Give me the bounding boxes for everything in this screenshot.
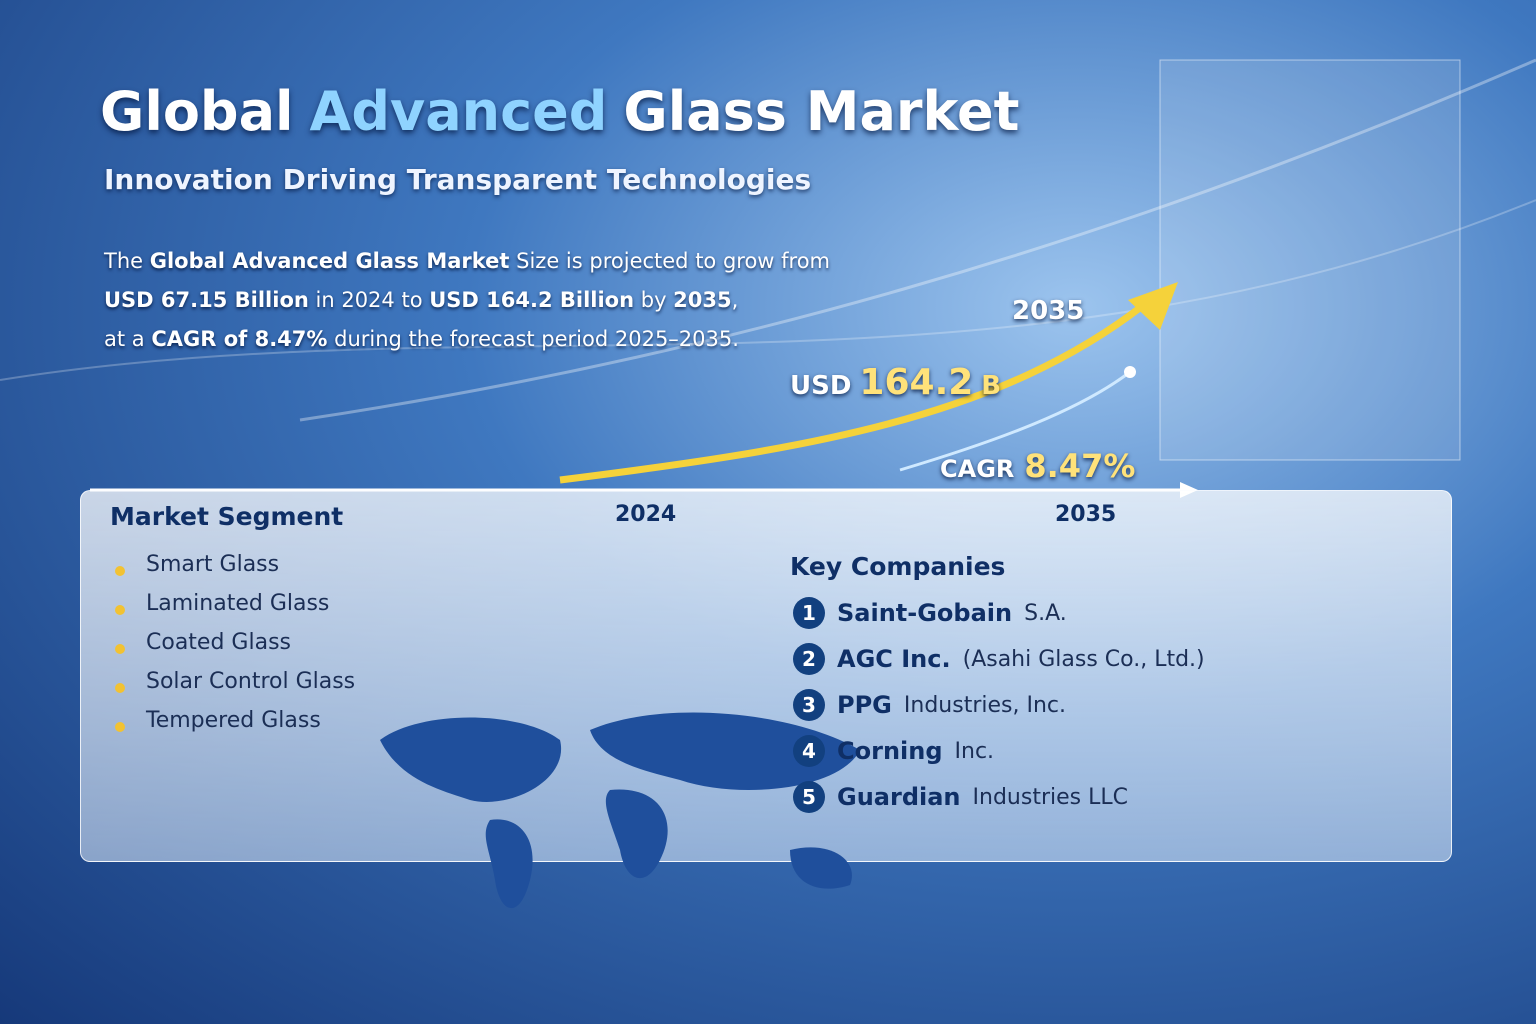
- summary-text: CAGR of 8.47%: [151, 327, 328, 351]
- bullet: [115, 683, 125, 693]
- summary-line: The Global Advanced Glass Market Size is…: [104, 242, 830, 281]
- subtitle: Innovation Driving Transparent Technolog…: [104, 163, 812, 196]
- value: 164.2: [859, 362, 974, 403]
- summary-text: ,: [731, 288, 739, 312]
- company-detail: (Asahi Glass Co., Ltd.): [962, 646, 1205, 672]
- summary-text: in 2024 to: [308, 288, 430, 312]
- company-rank: 1: [793, 597, 825, 629]
- company: 5 Guardian Industries LLC: [793, 781, 1128, 813]
- bullet: [115, 566, 125, 576]
- summary-text: at a: [104, 327, 152, 351]
- company-rank: 4: [793, 735, 825, 767]
- segment-item: Tempered Glass: [146, 708, 321, 733]
- company-rank: 2: [793, 643, 825, 675]
- summary-text: by: [634, 288, 674, 312]
- company-detail: S.A.: [1024, 600, 1067, 626]
- company: 3 PPG Industries, Inc.: [793, 689, 1066, 721]
- company-name: AGC Inc.: [837, 645, 951, 673]
- summary-text: The: [104, 249, 150, 273]
- summary-text: Global Advanced Glass Market: [149, 249, 510, 273]
- summary-text: Size is projected to grow from: [509, 249, 831, 273]
- bullet: [115, 644, 125, 654]
- value-prefix: USD: [790, 371, 852, 401]
- segment-item: Smart Glass: [146, 552, 280, 577]
- company-rank: 3: [793, 689, 825, 721]
- summary-text: during the forecast period 2025–2035.: [327, 327, 739, 351]
- segment-title: Market Segment: [110, 502, 344, 531]
- axis-end: 2035: [1055, 502, 1117, 527]
- end-year: 2035: [1012, 296, 1085, 326]
- company: 1 Saint-Gobain S.A.: [793, 597, 1067, 629]
- company-detail: Inc.: [954, 738, 995, 764]
- cagr-callout: CAGR 8.47%: [940, 447, 1135, 485]
- segment-item: Coated Glass: [146, 630, 291, 655]
- company: 4 Corning Inc.: [793, 735, 994, 767]
- title-part: Advanced: [309, 80, 608, 143]
- segment-item: Solar Control Glass: [146, 669, 356, 694]
- company-detail: Industries, Inc.: [903, 692, 1066, 718]
- summary-text: USD 164.2 Billion: [429, 288, 635, 312]
- companies-title: Key Companies: [790, 552, 1006, 581]
- cagr: 8.47%: [1024, 447, 1136, 485]
- bullet: [115, 605, 125, 615]
- title-part: Glass Market: [623, 80, 1020, 143]
- title-part: Global: [100, 80, 294, 143]
- company-rank: 5: [793, 781, 825, 813]
- summary-text: 2035: [673, 288, 732, 312]
- company-name: Guardian: [837, 783, 961, 811]
- segment-item: Laminated Glass: [146, 591, 330, 616]
- axis-start: 2024: [615, 502, 677, 527]
- company-name: PPG: [837, 691, 892, 719]
- bullet: [115, 722, 125, 732]
- company-name: Saint-Gobain: [837, 599, 1013, 627]
- summary-line: USD 67.15 Billion in 2024 to USD 164.2 B…: [104, 281, 830, 320]
- company-detail: Industries LLC: [972, 784, 1128, 810]
- segment-panel: [80, 490, 1452, 862]
- title: Global Advanced Glass Market: [100, 80, 1019, 143]
- summary: The Global Advanced Glass Market Size is…: [104, 242, 830, 359]
- company: 2 AGC Inc. (Asahi Glass Co., Ltd.): [793, 643, 1205, 675]
- company-name: Corning: [837, 737, 943, 765]
- value-callout: USD 164.2 B: [790, 362, 1001, 403]
- value-unit: B: [981, 371, 1002, 401]
- summary-line: at a CAGR of 8.47% during the forecast p…: [104, 320, 830, 359]
- cagr-label: CAGR: [940, 455, 1015, 483]
- world-map: [380, 712, 860, 909]
- summary-text: USD 67.15 Billion: [104, 288, 309, 312]
